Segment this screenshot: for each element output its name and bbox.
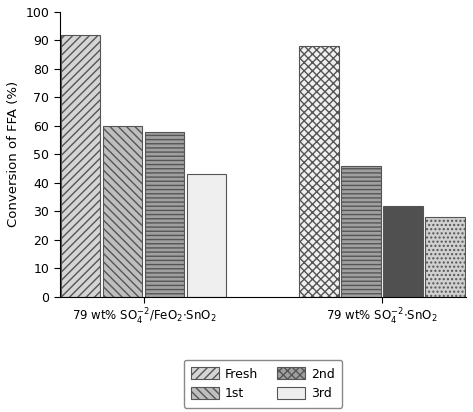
- Bar: [145, 131, 184, 297]
- Bar: [187, 174, 227, 297]
- Bar: [103, 126, 142, 297]
- Bar: [384, 206, 423, 297]
- Bar: [299, 46, 339, 297]
- Y-axis label: Conversion of FFA (%): Conversion of FFA (%): [7, 81, 20, 227]
- Bar: [425, 217, 464, 297]
- Legend: Fresh, 1st, 2nd, 3rd: Fresh, 1st, 2nd, 3rd: [184, 360, 342, 407]
- Bar: [61, 35, 100, 297]
- Bar: [342, 166, 381, 297]
